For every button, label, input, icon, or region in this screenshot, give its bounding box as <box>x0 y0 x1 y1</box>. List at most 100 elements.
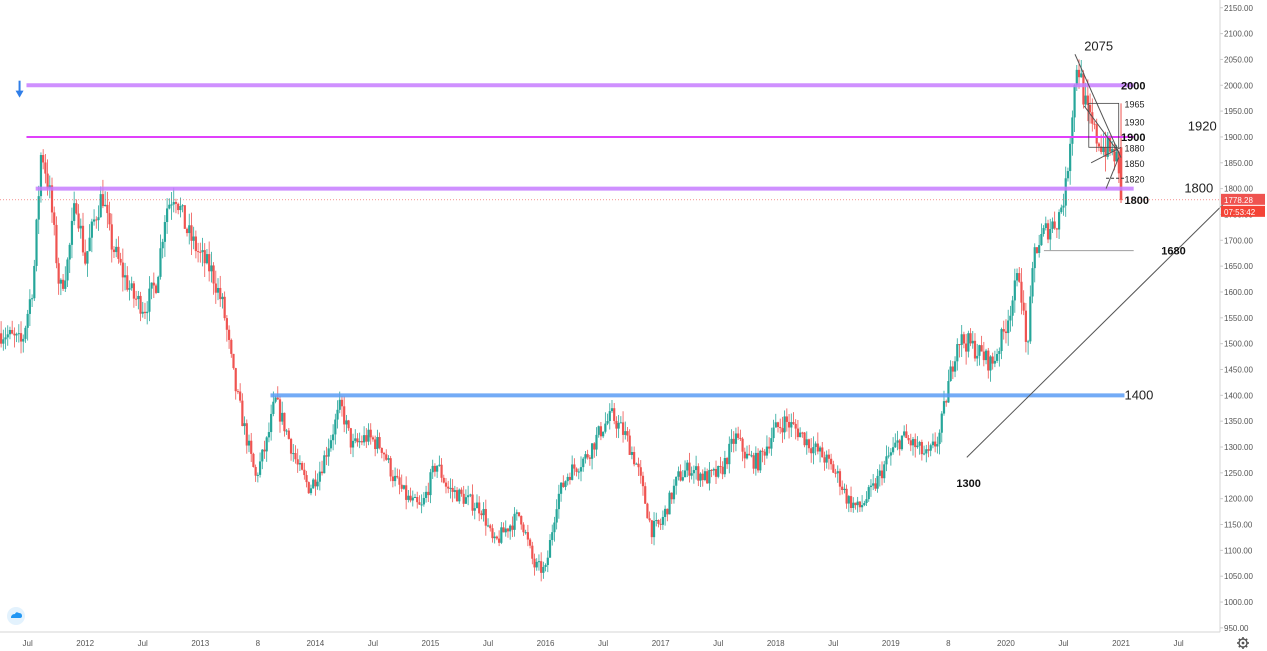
x-tick-label: Jul <box>23 639 33 648</box>
candle-body <box>849 496 853 508</box>
candle-body <box>659 523 662 525</box>
candle-body <box>46 173 49 189</box>
x-axis[interactable]: Jul 2012 Jul 2013 8 2014 Jul 2015 Jul 2016 Jul 2017… <box>23 639 1184 648</box>
candle-body <box>690 473 693 476</box>
candle-body <box>779 427 782 429</box>
candle-body <box>593 443 596 450</box>
timer-badge <box>1221 205 1265 217</box>
candle-body <box>973 340 977 359</box>
candle-body <box>531 545 534 559</box>
candle-body <box>754 452 757 469</box>
candle-body <box>714 468 718 477</box>
price-badge <box>1221 193 1265 205</box>
candle-body <box>179 206 182 211</box>
gear-hub <box>1241 641 1245 645</box>
candle-body <box>657 520 660 524</box>
candle-body <box>1013 280 1016 301</box>
candle-body <box>467 495 470 498</box>
candle-body <box>1117 151 1120 174</box>
candle-body <box>424 491 428 498</box>
candle-body <box>1119 147 1123 200</box>
candle-body <box>104 204 107 207</box>
candle-body <box>903 431 906 436</box>
candle-body <box>39 155 43 197</box>
candle-body <box>121 262 124 278</box>
candle-body <box>807 439 811 449</box>
candle-body <box>1009 315 1012 321</box>
candle-body <box>236 391 240 393</box>
candle-body <box>502 527 505 533</box>
candle-body <box>478 502 481 514</box>
y-tick-label: 1300.00 <box>1224 443 1253 452</box>
candle-body <box>706 471 709 484</box>
candle-body <box>683 470 687 478</box>
candle-body <box>1015 273 1019 281</box>
candle-body <box>615 420 618 429</box>
candle-body <box>801 432 804 434</box>
candle-body <box>847 496 850 504</box>
candle-body <box>743 451 746 459</box>
candle-body <box>409 495 412 501</box>
candle-body <box>522 524 525 533</box>
candle-body <box>694 466 698 471</box>
candle-body <box>307 482 310 494</box>
candle-body <box>13 333 16 336</box>
candle-body <box>4 337 7 340</box>
candle-body <box>389 458 392 477</box>
candle-body <box>1049 229 1052 240</box>
logo[interactable] <box>7 607 25 625</box>
x-tick-label: 2017 <box>652 639 670 648</box>
candle-body <box>316 481 319 487</box>
candle-body <box>362 435 366 443</box>
x-tick-label: 2015 <box>422 639 440 648</box>
settings-gear-icon[interactable] <box>1237 637 1249 649</box>
candle-body <box>1097 143 1101 147</box>
candle-body <box>1029 296 1032 342</box>
candle-body <box>66 259 69 281</box>
candle-body <box>763 451 766 456</box>
candle-body <box>157 276 160 293</box>
candle-body <box>1069 143 1072 172</box>
candle-body <box>292 453 295 455</box>
candle-body <box>283 412 286 432</box>
candle-body <box>458 489 461 502</box>
candle-body <box>540 561 543 573</box>
candle-body <box>841 486 844 490</box>
candle-body <box>6 334 9 338</box>
candle-body <box>719 465 722 467</box>
candle-body <box>475 502 479 509</box>
candle-body <box>876 475 879 489</box>
candle-body <box>230 339 233 354</box>
candle-body <box>664 508 667 517</box>
candle-body <box>635 463 638 465</box>
x-tick-label: 2020 <box>997 639 1015 648</box>
candle-body <box>154 285 158 293</box>
level-label: 2000 <box>1121 80 1145 92</box>
candle-body <box>159 248 162 277</box>
candle-body <box>234 368 237 392</box>
y-tick-label: 1100.00 <box>1224 546 1253 555</box>
candle-body <box>393 475 397 482</box>
candle-body <box>1020 281 1023 303</box>
candle-body <box>911 439 915 446</box>
candle-body <box>794 423 797 429</box>
x-tick-label: 2014 <box>306 639 324 648</box>
candle-body <box>59 279 62 284</box>
candle-body <box>1000 329 1003 352</box>
candle-body <box>821 447 824 458</box>
candle-body <box>356 438 359 443</box>
candle-body <box>272 401 275 414</box>
candle-body <box>967 333 970 352</box>
candle-body <box>781 428 784 433</box>
candle-body <box>1071 117 1074 144</box>
candle-body <box>1057 212 1061 230</box>
candle-body <box>996 353 999 361</box>
y-axis[interactable]: 950.00 1000.00 1050.00 1100.00 1150.00 1200.0… <box>1220 4 1253 633</box>
candle-body <box>250 440 253 454</box>
candle-body <box>398 477 401 485</box>
y-tick-label: 1050.00 <box>1224 572 1253 581</box>
candle-body <box>1027 341 1030 343</box>
candle-body <box>365 435 368 442</box>
